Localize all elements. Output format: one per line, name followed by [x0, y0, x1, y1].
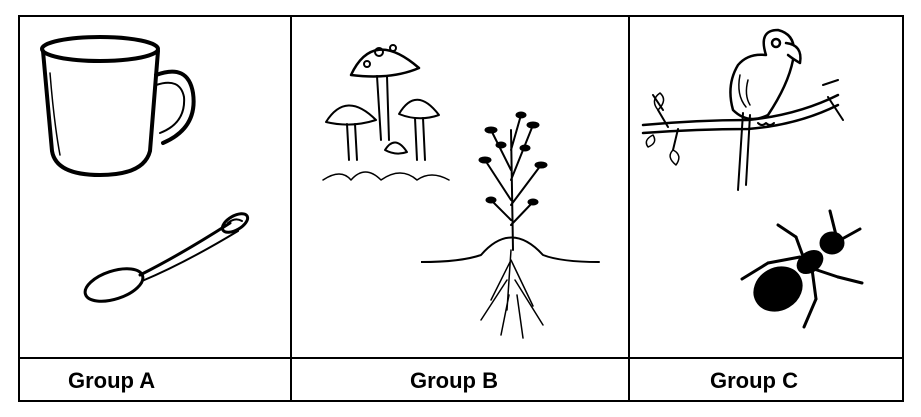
group-c-label: Group C [710, 368, 798, 393]
mug-image [40, 35, 196, 177]
mushrooms-image [322, 44, 450, 181]
table-border [18, 15, 904, 402]
parrot-image [641, 28, 844, 191]
group-a-label: Group A [68, 368, 156, 393]
ant-image [740, 209, 864, 329]
spoon-image [83, 212, 250, 303]
plant-image [421, 111, 600, 339]
group-b-label: Group B [410, 368, 498, 393]
classification-table: Group A Group B Group C [18, 15, 904, 402]
